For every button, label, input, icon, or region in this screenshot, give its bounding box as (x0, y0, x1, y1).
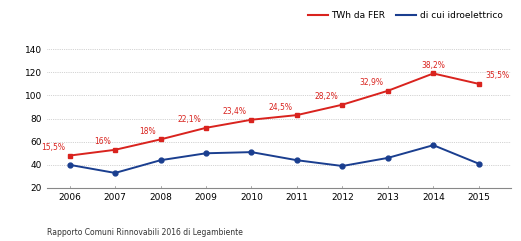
di cui idroelettrico (476, 162, 482, 165)
TWh da FER (249, 118, 255, 121)
TWh da FER (430, 72, 437, 75)
TWh da FER (294, 114, 300, 117)
di cui idroelettrico (384, 156, 391, 159)
di cui idroelettrico (294, 159, 300, 162)
Text: 32,9%: 32,9% (359, 78, 383, 87)
di cui idroelettrico (112, 172, 118, 174)
di cui idroelettrico (249, 151, 255, 154)
di cui idroelettrico (339, 165, 345, 167)
TWh da FER (203, 126, 209, 129)
Text: 23,4%: 23,4% (223, 107, 247, 116)
Text: 35,5%: 35,5% (486, 71, 510, 80)
Text: 15,5%: 15,5% (41, 143, 65, 152)
TWh da FER (112, 148, 118, 151)
TWh da FER (157, 138, 164, 141)
Line: di cui idroelettrico: di cui idroelettrico (67, 143, 481, 175)
di cui idroelettrico (430, 144, 437, 147)
Text: 38,2%: 38,2% (421, 61, 445, 70)
Legend: TWh da FER, di cui idroelettrico: TWh da FER, di cui idroelettrico (304, 7, 506, 24)
di cui idroelettrico (67, 163, 73, 166)
TWh da FER (67, 154, 73, 157)
di cui idroelettrico (157, 159, 164, 162)
Text: 22,1%: 22,1% (178, 115, 202, 124)
Text: 18%: 18% (140, 127, 156, 136)
Text: 16%: 16% (94, 137, 110, 146)
TWh da FER (384, 89, 391, 92)
di cui idroelettrico (203, 152, 209, 155)
Text: 28,2%: 28,2% (314, 92, 338, 101)
TWh da FER (476, 82, 482, 85)
Text: Rapporto Comuni Rinnovabili 2016 di Legambiente: Rapporto Comuni Rinnovabili 2016 di Lega… (47, 228, 243, 237)
Line: TWh da FER: TWh da FER (67, 71, 481, 158)
Text: 24,5%: 24,5% (268, 103, 292, 112)
TWh da FER (339, 103, 345, 106)
